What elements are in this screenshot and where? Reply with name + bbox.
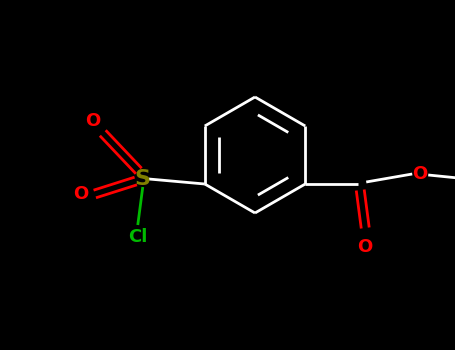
Text: O: O (358, 238, 373, 256)
Text: O: O (413, 165, 428, 183)
Text: O: O (85, 112, 101, 130)
Text: O: O (73, 185, 88, 203)
Text: Cl: Cl (128, 228, 147, 246)
Text: S: S (135, 169, 151, 189)
